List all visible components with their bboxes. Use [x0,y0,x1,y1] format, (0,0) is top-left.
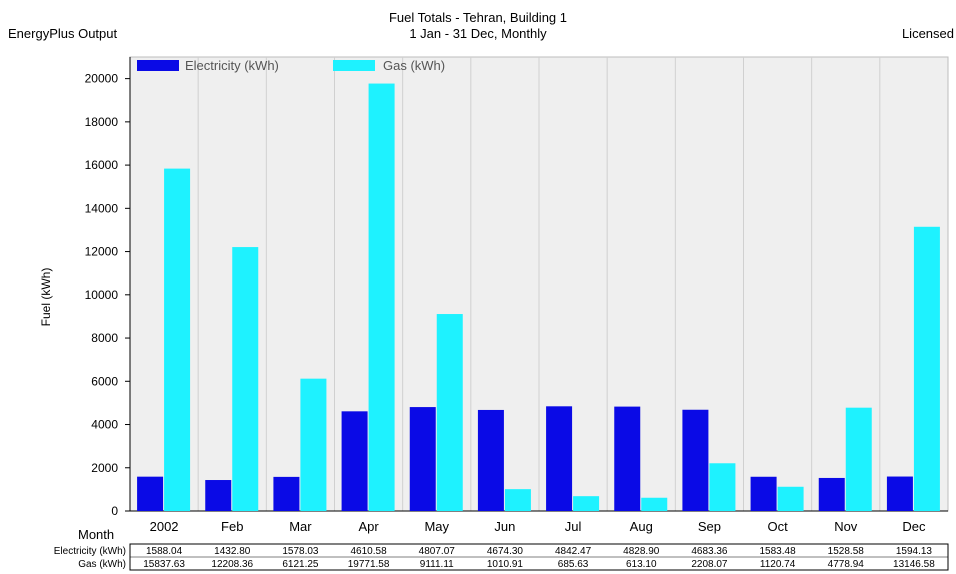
x-tick-label: Mar [289,519,312,534]
table-cell: 2208.07 [691,559,728,570]
table-cell: 1583.48 [760,546,797,557]
table-cell: 4683.36 [691,546,728,557]
table-cell: 4828.90 [623,546,660,557]
gas-bar [300,378,327,511]
table-cell: 1588.04 [146,546,183,557]
table-cell: 4778.94 [828,559,865,570]
table-cell: 4610.58 [351,546,388,557]
chart-title: Fuel Totals - Tehran, Building 1 [388,10,567,25]
electricity-bar [205,480,232,511]
x-axis-title: Month [78,527,114,542]
table-cell: 1594.13 [896,546,933,557]
y-tick-label: 16000 [85,158,119,172]
y-tick-label: 2000 [91,461,118,475]
electricity-bar [546,406,573,511]
table-cell: 13146.58 [893,559,935,570]
legend-label: Electricity (kWh) [185,58,279,73]
electricity-bar [341,411,368,511]
x-tick-label: Nov [834,519,858,534]
table-cell: 685.63 [558,559,589,570]
gas-bar [436,314,463,511]
gas-bar [845,407,872,511]
y-tick-label: 18000 [85,115,119,129]
chart-subtitle: 1 Jan - 31 Dec, Monthly [409,26,547,41]
electricity-bar [886,476,913,511]
electricity-bar [409,407,436,511]
gas-bar [709,463,736,511]
gas-bar [777,486,804,511]
gas-bar [573,496,600,511]
gas-bar [164,168,191,511]
x-tick-label: Apr [358,519,379,534]
y-tick-label: 10000 [85,288,119,302]
table-cell: 9111.11 [420,559,454,570]
table-cell: 4674.30 [487,546,524,557]
electricity-bar [818,477,845,511]
table-cell: 4807.07 [419,546,456,557]
x-tick-label: Sep [698,519,721,534]
y-tick-label: 8000 [91,331,118,345]
electricity-bar [477,409,504,511]
legend-swatch [137,60,179,71]
x-tick-label: Aug [630,519,653,534]
y-tick-label: 0 [111,504,118,518]
x-tick-label: Feb [221,519,243,534]
x-tick-label: 2002 [150,519,179,534]
table-row-label: Electricity (kWh) [54,546,126,557]
gas-bar [504,489,531,511]
table-cell: 12208.36 [211,559,253,570]
table-cell: 19771.58 [348,559,390,570]
table-cell: 6121.25 [282,559,319,570]
table-cell: 613.10 [626,559,657,570]
source-note: EnergyPlus Output [8,26,118,41]
electricity-bar [273,476,300,511]
gas-bar [913,226,940,512]
y-tick-label: 6000 [91,374,118,388]
table-cell: 1578.03 [282,546,319,557]
x-tick-label: Jun [494,519,515,534]
gas-bar [641,497,668,511]
table-cell: 1010.91 [487,559,524,570]
electricity-bar [682,409,709,511]
table-cell: 4842.47 [555,546,592,557]
gas-bar [368,83,395,511]
y-tick-label: 20000 [85,72,119,86]
license-note: Licensed [901,26,954,41]
x-tick-label: Oct [767,519,788,534]
gas-bar [232,247,259,511]
y-tick-label: 4000 [91,418,118,432]
x-tick-label: May [424,519,449,534]
y-axis-title: Fuel (kWh) [39,268,53,327]
table-row-label: Gas (kWh) [78,559,126,570]
table-cell: 1528.58 [828,546,865,557]
electricity-bar [137,476,164,511]
x-tick-label: Dec [902,519,926,534]
y-tick-label: 12000 [85,245,119,259]
legend-label: Gas (kWh) [383,58,445,73]
table-cell: 1120.74 [760,559,796,570]
electricity-bar [750,476,777,511]
table-cell: 15837.63 [143,559,185,570]
y-tick-label: 14000 [85,201,119,215]
table-cell: 1432.80 [214,546,251,557]
x-tick-label: Jul [565,519,582,534]
electricity-bar [614,406,641,511]
legend-swatch [333,60,375,71]
